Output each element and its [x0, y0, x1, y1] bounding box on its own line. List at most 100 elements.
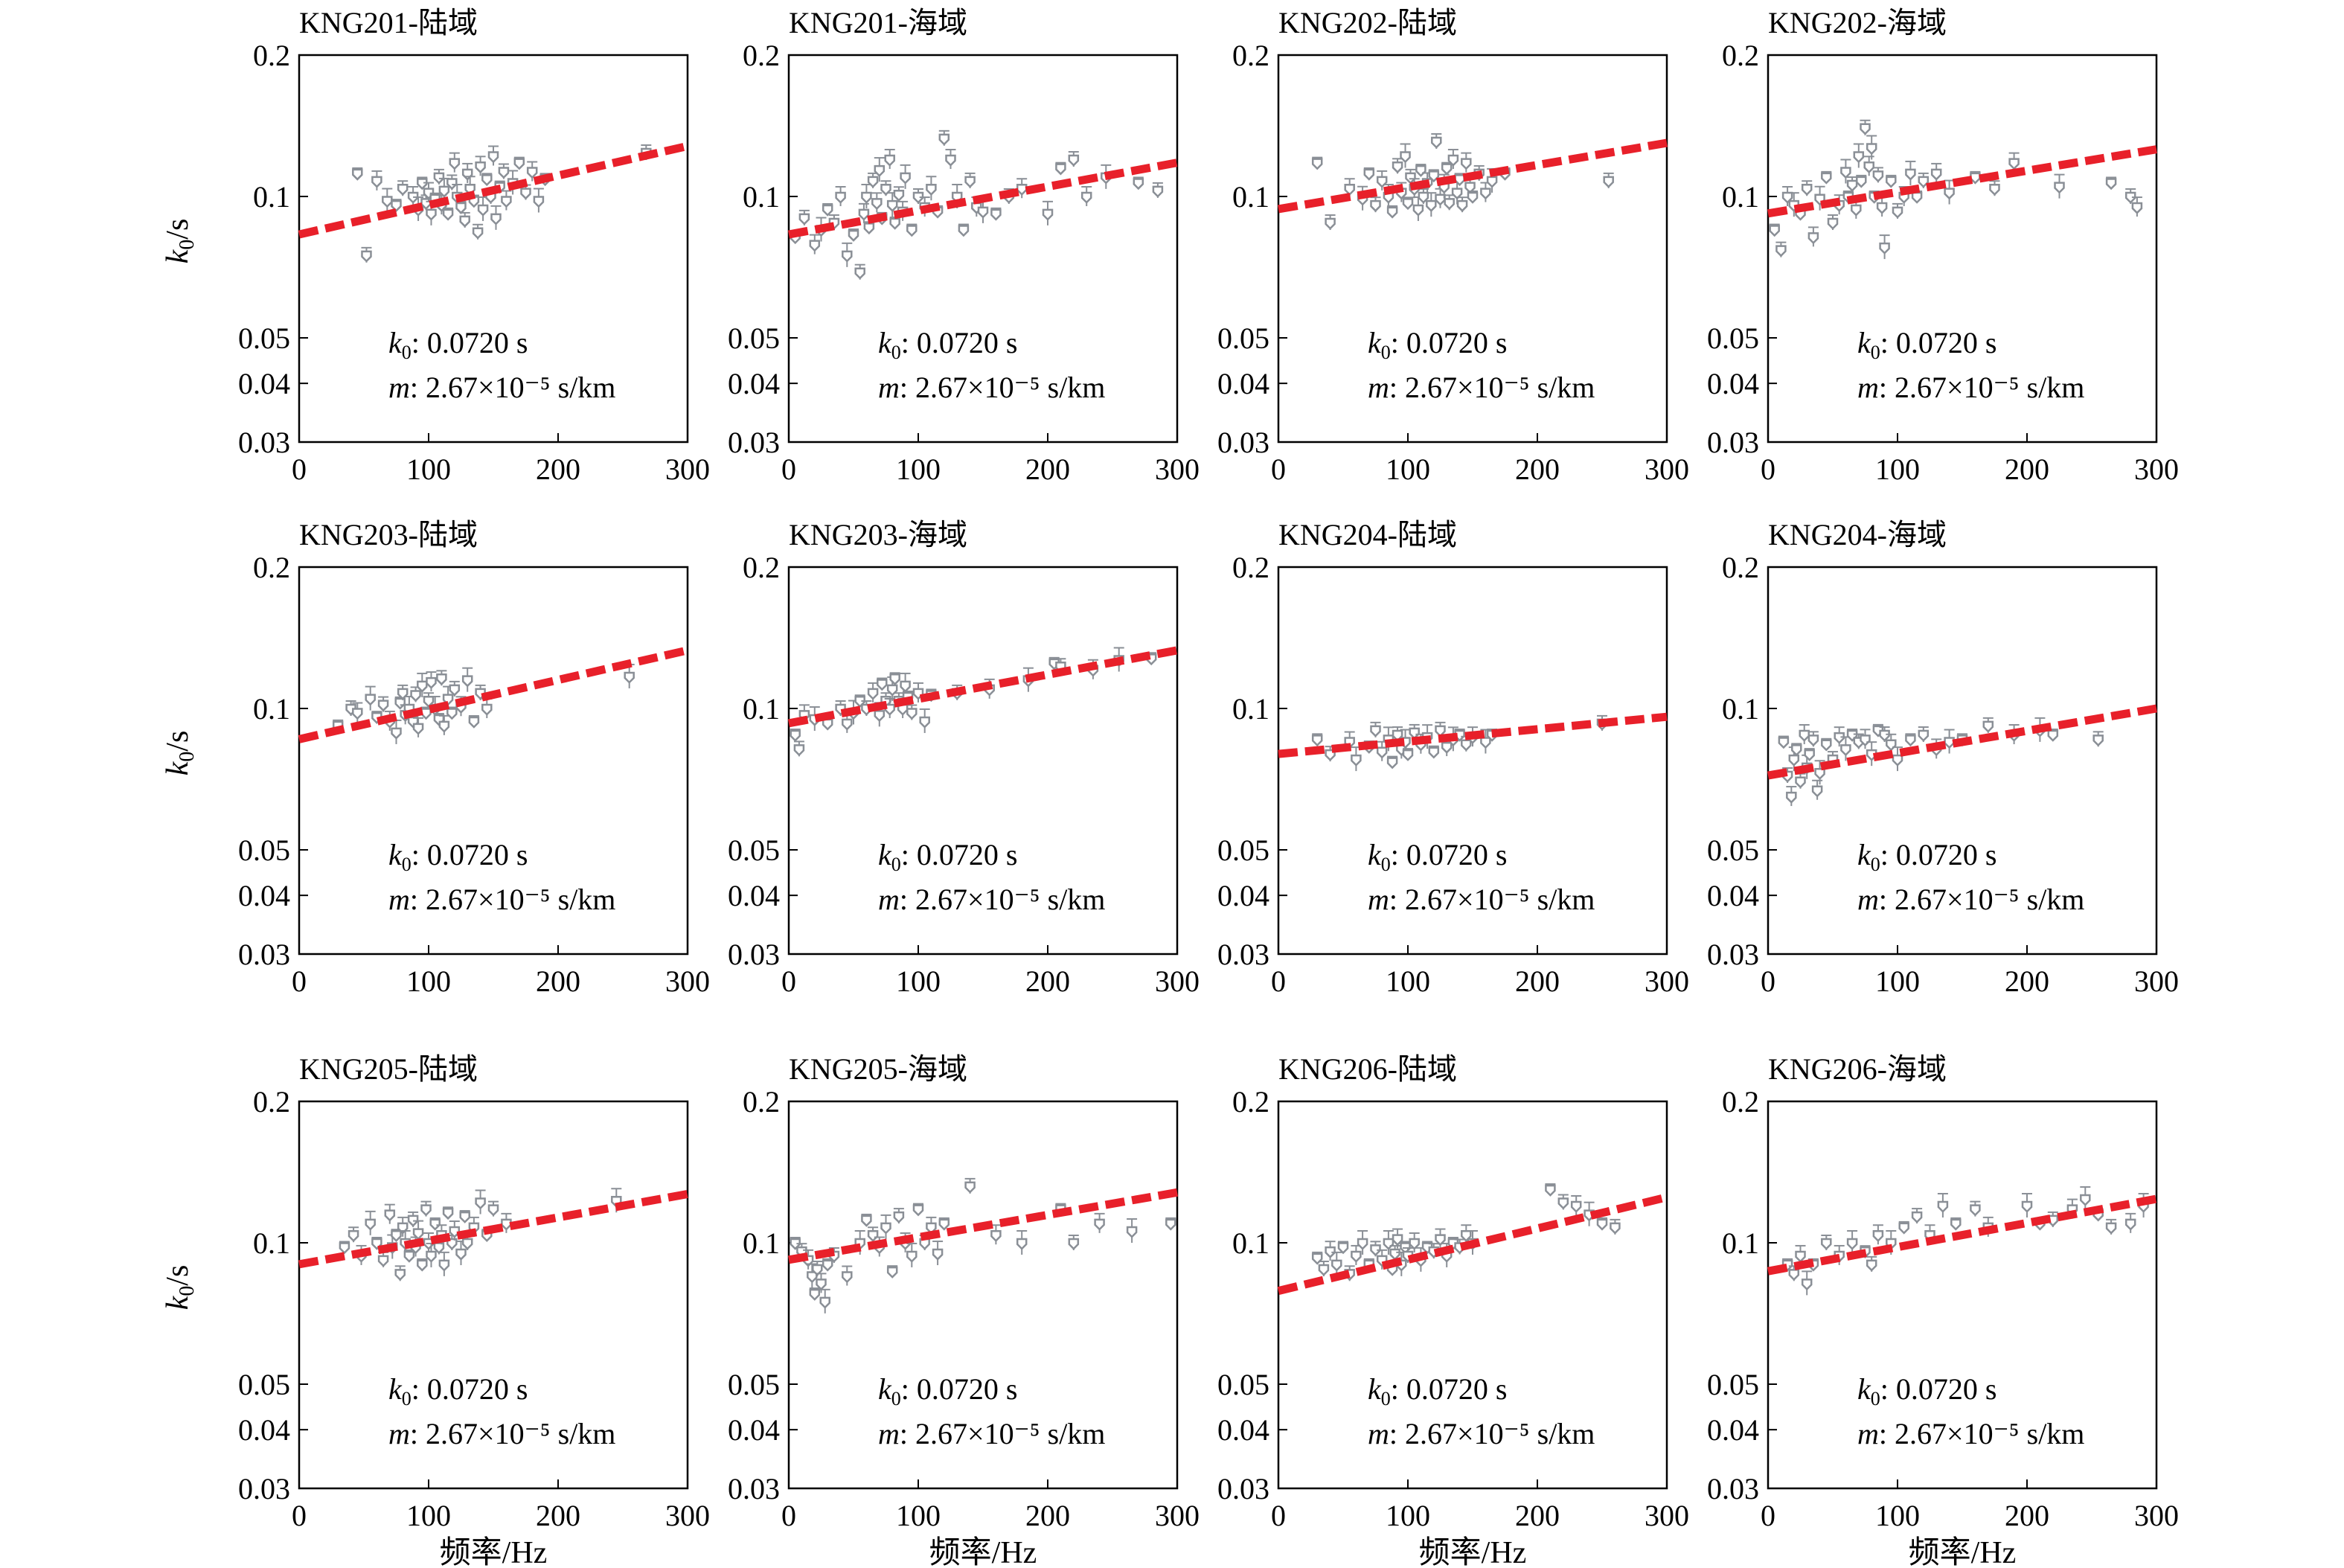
- data-point: [407, 1211, 419, 1227]
- data-point: [1435, 188, 1446, 208]
- m-value: : 2.67×10⁻⁵ s/km: [1389, 371, 1595, 404]
- data-point: [880, 1214, 891, 1239]
- point-marker: [477, 204, 489, 217]
- point-marker: [1402, 749, 1414, 761]
- point-marker: [1879, 729, 1890, 742]
- m-symbol: m: [878, 1417, 900, 1450]
- point-marker: [1937, 1200, 1949, 1213]
- m-symbol: m: [388, 1417, 410, 1450]
- point-marker: [1386, 757, 1398, 769]
- y-tick-label: 0.05: [1707, 833, 1759, 867]
- x-tick-label: 0: [292, 452, 307, 486]
- data-point: [1799, 724, 1810, 745]
- point-marker: [822, 718, 833, 731]
- data-point: [1944, 729, 1955, 754]
- point-marker: [1428, 746, 1440, 759]
- x-tick-label: 300: [665, 452, 710, 486]
- point-marker: [339, 1242, 350, 1255]
- data-point: [352, 167, 363, 181]
- point-marker: [1363, 168, 1375, 181]
- data-point: [459, 1210, 470, 1223]
- x-tick-label: 200: [2005, 964, 2049, 998]
- plot-frame: [1767, 1100, 2158, 1490]
- data-point: [835, 185, 846, 206]
- data-point: [459, 211, 470, 228]
- data-point: [926, 176, 937, 201]
- point-marker: [919, 716, 930, 729]
- data-point: [1892, 202, 1903, 219]
- point-marker: [429, 1218, 441, 1231]
- x-tick-label: 200: [1515, 964, 1560, 998]
- m-symbol: m: [1857, 883, 1879, 916]
- data-point: [906, 1242, 918, 1267]
- point-marker: [624, 671, 635, 684]
- point-marker: [1778, 737, 1790, 749]
- point-marker: [455, 1248, 467, 1261]
- k0-annotation: k0: 0.0720 s: [1368, 1372, 1507, 1409]
- point-marker: [352, 708, 363, 720]
- plot-frame: [1277, 54, 1668, 444]
- y-tick-label: 0.05: [1217, 321, 1269, 355]
- data-point: [1937, 1193, 1949, 1218]
- x-tick-label: 200: [2005, 1499, 2049, 1532]
- data-point: [884, 149, 895, 170]
- point-marker: [964, 176, 976, 188]
- k0-subscript: 0: [1871, 854, 1880, 875]
- data-point: [1370, 196, 1381, 213]
- y-tick-label: 0.05: [238, 1368, 290, 1401]
- k0-value: : 0.0720 s: [1391, 1372, 1508, 1406]
- x-tick-label: 200: [1025, 964, 1070, 998]
- chart-title: KNG205-海域: [789, 1052, 967, 1086]
- m-annotation: m: 2.67×10⁻⁵ s/km: [878, 1417, 1105, 1450]
- point-marker: [412, 1228, 424, 1241]
- k0-symbol: k: [1857, 838, 1871, 871]
- point-marker: [2054, 182, 2065, 194]
- data-point: [391, 199, 402, 212]
- data-point: [990, 207, 1002, 221]
- data-point: [848, 228, 859, 242]
- data-point: [501, 190, 512, 211]
- point-marker: [501, 196, 512, 208]
- fit-line: [298, 646, 689, 743]
- data-point: [1950, 1217, 1962, 1231]
- fit-line: [1767, 145, 2157, 218]
- data-point: [1415, 164, 1426, 177]
- data-point: [1886, 174, 1897, 188]
- point-marker: [990, 208, 1002, 221]
- point-marker: [1989, 183, 2000, 196]
- data-point: [1402, 196, 1414, 211]
- data-point: [2080, 1186, 2091, 1212]
- chart-title: KNG201-海域: [789, 6, 967, 39]
- point-marker: [1872, 1229, 1884, 1243]
- k0-symbol: k: [878, 838, 892, 871]
- point-marker: [893, 1211, 905, 1223]
- point-marker: [377, 700, 389, 712]
- chart-title: KNG201-陆域: [299, 6, 478, 39]
- point-marker: [1386, 206, 1398, 219]
- k0-value: : 0.0720 s: [412, 326, 528, 359]
- chart-panel: KNG205-海域0 100 200 3000.030.040.050.10.2k0:…: [728, 1052, 1200, 1568]
- plot-frame: [1767, 54, 2158, 444]
- y-axis-label: k0/s: [161, 219, 199, 264]
- data-point: [858, 202, 870, 223]
- point-marker: [906, 1250, 918, 1263]
- k0-value: : 0.0720 s: [1391, 326, 1508, 359]
- point-marker: [426, 1250, 437, 1263]
- point-marker: [1596, 1218, 1608, 1231]
- fit-line: [1277, 1193, 1668, 1295]
- m-annotation: m: 2.67×10⁻⁵ s/km: [1857, 883, 2084, 916]
- point-marker: [990, 1229, 1002, 1243]
- chart-title: KNG203-海域: [789, 518, 967, 551]
- data-point: [1769, 223, 1780, 237]
- point-marker: [886, 199, 898, 212]
- point-marker: [481, 703, 493, 716]
- y-tick-label: 0.2: [253, 39, 290, 72]
- point-marker: [455, 202, 467, 214]
- y-tick-label: 0.03: [238, 938, 290, 971]
- data-point: [1094, 1212, 1105, 1233]
- k0-annotation: k0: 0.0720 s: [878, 1372, 1017, 1409]
- data-point: [412, 717, 424, 737]
- data-point: [1376, 740, 1388, 761]
- data-point: [487, 145, 499, 166]
- k0-symbol: k: [388, 1372, 403, 1406]
